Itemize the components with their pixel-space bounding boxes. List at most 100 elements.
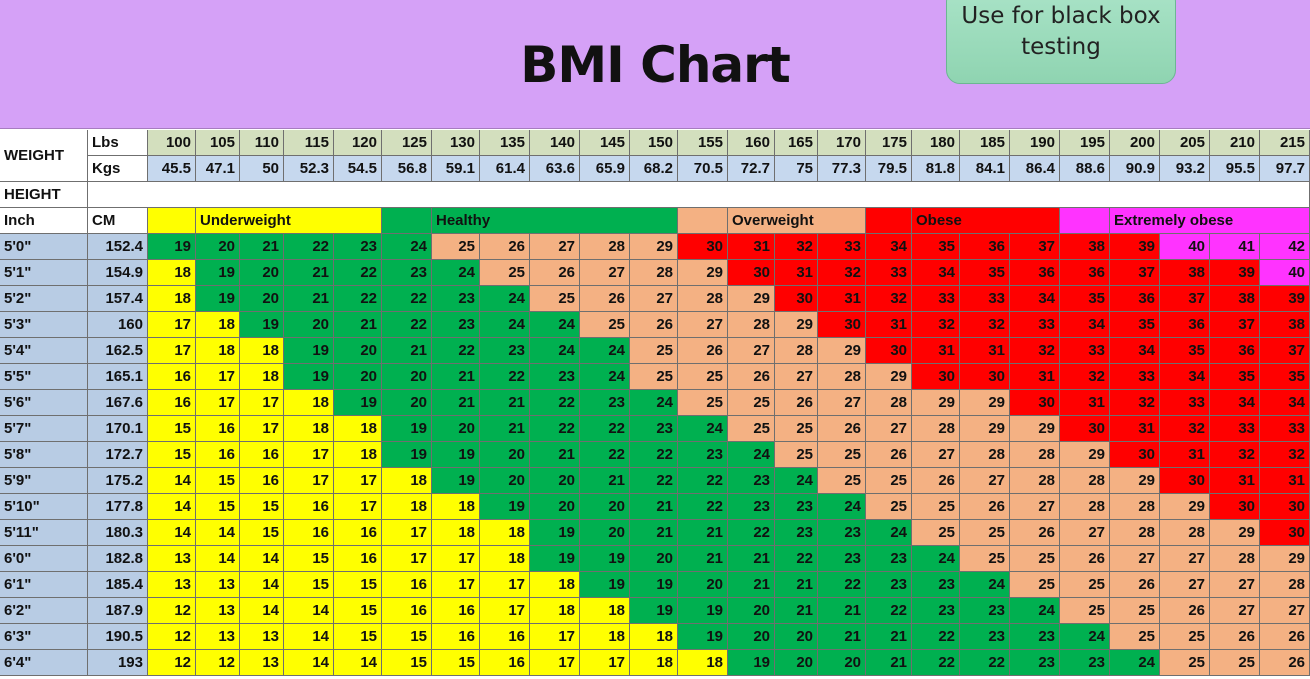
height-inch: 5'10" [0, 494, 88, 520]
bmi-value: 24 [912, 546, 960, 572]
bmi-value: 18 [148, 260, 196, 286]
lbs-value: 155 [678, 130, 728, 156]
bmi-value: 25 [480, 260, 530, 286]
bmi-value: 17 [480, 572, 530, 598]
bmi-value: 34 [1010, 286, 1060, 312]
bmi-row: 5'10" 177.8 14 15 15 16 17 18 18 19 20 20 21 22 23 23 24… [0, 494, 1310, 520]
bmi-value: 12 [148, 650, 196, 676]
bmi-value: 23 [728, 468, 775, 494]
bmi-value: 18 [630, 624, 678, 650]
bmi-value: 18 [480, 546, 530, 572]
bmi-value: 38 [1060, 234, 1110, 260]
height-cm: 157.4 [88, 286, 148, 312]
bmi-value: 40 [1260, 260, 1310, 286]
bmi-value: 14 [284, 598, 334, 624]
kgs-value: 70.5 [678, 156, 728, 182]
bmi-value: 30 [728, 260, 775, 286]
bmi-row: 5'9" 175.2 14 15 16 17 17 18 19 20 20 21 22 22 23 24 25 2… [0, 468, 1310, 494]
bmi-value: 22 [630, 442, 678, 468]
bmi-value: 18 [530, 572, 580, 598]
bmi-value: 33 [1210, 416, 1260, 442]
bmi-value: 21 [818, 624, 866, 650]
bmi-value: 33 [1160, 390, 1210, 416]
bmi-value: 27 [775, 364, 818, 390]
bmi-value: 25 [912, 520, 960, 546]
bmi-value: 25 [866, 494, 912, 520]
bmi-value: 27 [1210, 572, 1260, 598]
bmi-value: 20 [334, 338, 382, 364]
lbs-value: 100 [148, 130, 196, 156]
bmi-value: 25 [1160, 624, 1210, 650]
bmi-value: 31 [1160, 442, 1210, 468]
bmi-value: 21 [630, 494, 678, 520]
bmi-value: 29 [1110, 468, 1160, 494]
height-inch: 5'6" [0, 390, 88, 416]
bmi-value: 33 [960, 286, 1010, 312]
bmi-value: 20 [530, 468, 580, 494]
page-title: BMI Chart [520, 36, 790, 94]
bmi-value: 26 [866, 442, 912, 468]
bmi-value: 22 [866, 598, 912, 624]
bmi-value: 22 [382, 286, 432, 312]
bmi-value: 21 [284, 260, 334, 286]
bmi-value: 18 [530, 598, 580, 624]
category-swatch [148, 208, 196, 234]
bmi-value: 26 [480, 234, 530, 260]
height-label: HEIGHT [0, 182, 88, 208]
bmi-value: 20 [678, 572, 728, 598]
bmi-value: 15 [196, 494, 240, 520]
bmi-value: 25 [818, 468, 866, 494]
height-inch: 5'0" [0, 234, 88, 260]
bmi-value: 32 [1260, 442, 1310, 468]
bmi-value: 31 [818, 286, 866, 312]
bmi-value: 32 [1110, 390, 1160, 416]
bmi-value: 25 [728, 416, 775, 442]
bmi-value: 30 [1110, 442, 1160, 468]
bmi-value: 17 [432, 572, 480, 598]
bmi-value: 28 [866, 390, 912, 416]
bmi-value: 19 [728, 650, 775, 676]
bmi-value: 16 [284, 520, 334, 546]
bmi-value: 25 [1010, 546, 1060, 572]
lbs-value: 130 [432, 130, 480, 156]
category-swatch [866, 208, 912, 234]
bmi-value: 19 [382, 416, 432, 442]
bmi-row: 5'8" 172.7 15 16 16 17 18 19 19 20 21 22 22 23 24 25 25 2… [0, 442, 1310, 468]
bmi-value: 23 [912, 598, 960, 624]
bmi-value: 20 [382, 390, 432, 416]
bmi-value: 26 [1210, 624, 1260, 650]
bmi-value: 33 [912, 286, 960, 312]
bmi-value: 18 [148, 286, 196, 312]
bmi-value: 24 [1060, 624, 1110, 650]
bmi-value: 31 [1060, 390, 1110, 416]
bmi-value: 30 [818, 312, 866, 338]
bmi-value: 23 [866, 546, 912, 572]
bmi-value: 32 [1060, 364, 1110, 390]
bmi-value: 14 [148, 520, 196, 546]
kgs-value: 95.5 [1210, 156, 1260, 182]
bmi-value: 30 [1160, 468, 1210, 494]
bmi-value: 19 [678, 624, 728, 650]
bmi-value: 26 [1260, 650, 1310, 676]
bmi-value: 14 [284, 650, 334, 676]
bmi-value: 20 [728, 624, 775, 650]
bmi-value: 17 [240, 390, 284, 416]
bmi-value: 27 [1110, 546, 1160, 572]
bmi-value: 26 [1060, 546, 1110, 572]
kgs-value: 54.5 [334, 156, 382, 182]
bmi-value: 26 [912, 468, 960, 494]
bmi-value: 26 [1260, 624, 1310, 650]
bmi-value: 14 [334, 650, 382, 676]
bmi-row: 6'2" 187.9 12 13 14 14 15 16 16 17 18 18 19 19 20 21 21 2… [0, 598, 1310, 624]
bmi-value: 23 [580, 390, 630, 416]
bmi-value: 20 [240, 286, 284, 312]
bmi-value: 28 [1110, 494, 1160, 520]
bmi-value: 33 [866, 260, 912, 286]
bmi-value: 33 [1110, 364, 1160, 390]
bmi-row: 6'3" 190.5 12 13 13 14 15 15 16 16 17 18 18 19 20 20 21 2… [0, 624, 1310, 650]
bmi-value: 25 [775, 442, 818, 468]
bmi-value: 27 [580, 260, 630, 286]
bmi-value: 20 [580, 520, 630, 546]
bmi-value: 31 [1110, 416, 1160, 442]
bmi-value: 27 [960, 468, 1010, 494]
